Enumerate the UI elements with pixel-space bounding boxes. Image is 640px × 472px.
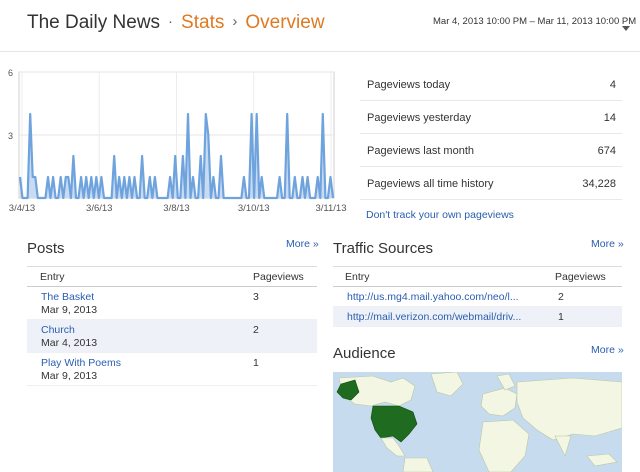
- map-land-usa: [370, 405, 418, 443]
- table-row: Church Mar 4, 2013 2: [27, 320, 317, 353]
- breadcrumb-stats[interactable]: Stats: [181, 12, 225, 33]
- column-header-entry[interactable]: Entry: [40, 271, 65, 283]
- breadcrumb-separator: ·: [168, 13, 174, 30]
- map-land-alaska: [336, 379, 360, 401]
- post-title-link[interactable]: Church: [41, 324, 75, 336]
- pageviews-chart-svg: 6 3 3/4/13 3/6/13 3/8/13 3/10/13 3/11/13: [8, 68, 347, 214]
- posts-title: Posts: [27, 240, 65, 257]
- map-land-scandinavia: [496, 373, 516, 391]
- post-title-link[interactable]: The Basket: [41, 291, 95, 303]
- summary-label: Pageviews yesterday: [367, 112, 471, 124]
- column-header-pageviews[interactable]: Pageviews: [555, 271, 606, 283]
- post-date: Mar 9, 2013: [41, 370, 98, 382]
- map-land-south-america: [402, 457, 434, 472]
- summary-row: Pageviews last month 674: [360, 134, 622, 167]
- post-pageviews: 3: [253, 291, 259, 303]
- traffic-sources-title: Traffic Sources: [333, 240, 434, 257]
- traffic-source-pageviews: 2: [558, 291, 564, 303]
- chart-y-tick-label: 3: [8, 131, 13, 141]
- chart-x-tick-label: 3/10/13: [238, 203, 270, 214]
- post-date: Mar 9, 2013: [41, 304, 98, 316]
- summary-row: Pageviews yesterday 14: [360, 101, 622, 134]
- summary-row: Pageviews today 4: [360, 68, 622, 101]
- traffic-more-link[interactable]: More »: [591, 238, 624, 250]
- map-land-india: [554, 435, 572, 457]
- map-land-mexico: [380, 437, 406, 457]
- table-row: The Basket Mar 9, 2013 3: [27, 287, 317, 320]
- header: The Daily News · Stats › Overview Mar 4, 201…: [0, 0, 640, 52]
- chart-x-tick-label: 3/8/13: [163, 203, 189, 214]
- summary-label: Pageviews last month: [367, 145, 474, 157]
- chart-x-tick-label: 3/11/13: [316, 203, 347, 214]
- posts-table: Entry Pageviews The Basket Mar 9, 2013 3…: [27, 266, 317, 386]
- world-map-svg: [336, 372, 622, 472]
- map-land-europe: [480, 387, 518, 417]
- chart-series-line: [18, 112, 335, 200]
- blog-name[interactable]: The Daily News: [27, 12, 161, 33]
- chart-x-tick-label: 3/6/13: [86, 203, 112, 214]
- map-land-indonesia: [586, 453, 618, 467]
- dont-track-link[interactable]: Don't track your own pageviews: [366, 209, 514, 221]
- table-header: Entry Pageviews: [27, 266, 317, 287]
- post-pageviews: 2: [253, 324, 259, 336]
- post-title-link[interactable]: Play With Poems: [41, 357, 121, 369]
- map-land-asia: [516, 377, 622, 441]
- chevron-down-icon[interactable]: [622, 26, 630, 31]
- summary-label: Pageviews today: [367, 79, 451, 91]
- traffic-source-link[interactable]: http://mail.verizon.com/webmail/driv...: [347, 311, 522, 323]
- summary-value: 14: [603, 112, 616, 124]
- table-row: http://us.mg4.mail.yahoo.com/neo/l... 2: [333, 287, 622, 307]
- summary-label: Pageviews all time history: [367, 178, 494, 190]
- map-land-africa: [478, 419, 530, 472]
- breadcrumb: The Daily News · Stats › Overview: [27, 12, 325, 34]
- column-header-pageviews[interactable]: Pageviews: [253, 271, 304, 283]
- table-header: Entry Pageviews: [333, 266, 622, 287]
- chart-y-tick-label: 6: [8, 68, 13, 78]
- breadcrumb-separator: ›: [232, 13, 238, 30]
- chart-x-tick-label: 3/4/13: [9, 203, 35, 214]
- table-row: http://mail.verizon.com/webmail/driv... …: [333, 307, 622, 327]
- audience-more-link[interactable]: More »: [591, 344, 624, 356]
- summary-value: 4: [609, 79, 616, 91]
- traffic-source-link[interactable]: http://us.mg4.mail.yahoo.com/neo/l...: [347, 291, 519, 303]
- pageviews-summary: Pageviews today 4 Pageviews yesterday 14…: [360, 68, 622, 200]
- post-pageviews: 1: [253, 357, 259, 369]
- post-date: Mar 4, 2013: [41, 337, 98, 349]
- summary-value: 34,228: [582, 178, 616, 190]
- traffic-source-pageviews: 1: [558, 311, 564, 323]
- summary-row: Pageviews all time history 34,228: [360, 167, 622, 200]
- posts-more-link[interactable]: More »: [286, 238, 319, 250]
- traffic-sources-table: Entry Pageviews http://us.mg4.mail.yahoo…: [333, 266, 622, 327]
- column-header-entry[interactable]: Entry: [345, 271, 370, 283]
- table-row: Play With Poems Mar 9, 2013 1: [27, 353, 317, 386]
- date-range-selector[interactable]: Mar 4, 2013 10:00 PM – Mar 11, 2013 10:0…: [433, 16, 637, 27]
- pageviews-chart: 6 3 3/4/13 3/6/13 3/8/13 3/10/13 3/11/13: [0, 60, 350, 220]
- audience-map[interactable]: [333, 372, 622, 472]
- map-land-greenland: [430, 372, 464, 397]
- map-land-canada: [338, 375, 416, 407]
- page-title: Overview: [245, 12, 325, 33]
- summary-value: 674: [597, 145, 616, 157]
- audience-title: Audience: [333, 345, 396, 362]
